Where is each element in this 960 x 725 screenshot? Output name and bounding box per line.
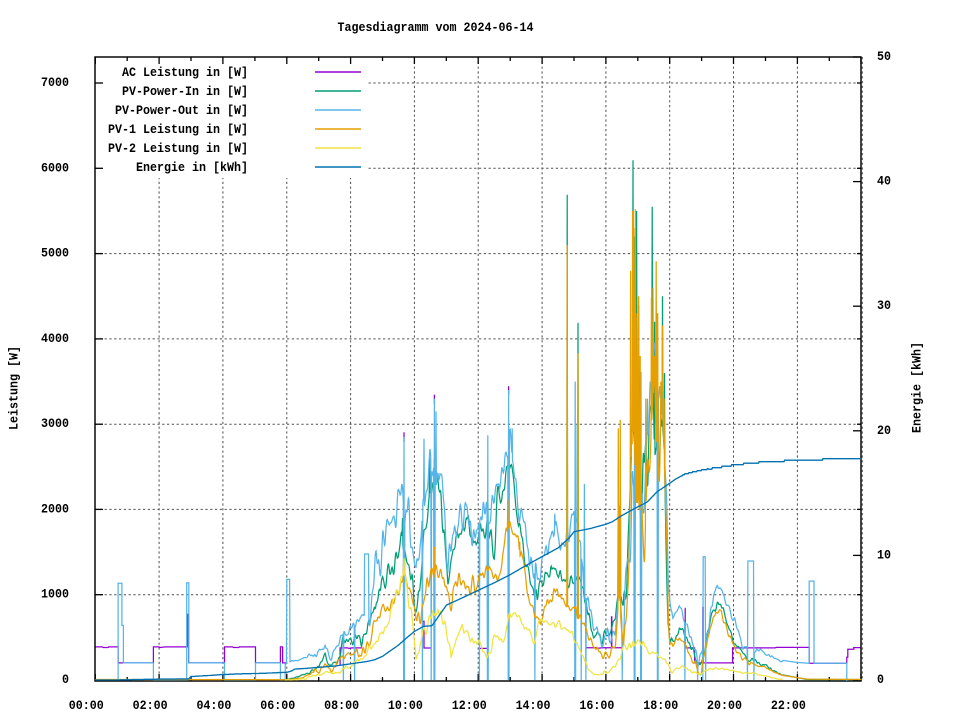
svg-text:PV-2 Leistung in [W]: PV-2 Leistung in [W] (108, 141, 248, 156)
svg-text:22:00: 22:00 (771, 698, 806, 713)
svg-text:14:00: 14:00 (516, 698, 551, 713)
svg-text:2000: 2000 (41, 501, 69, 516)
svg-text:4000: 4000 (41, 331, 69, 346)
svg-text:08:00: 08:00 (324, 698, 359, 713)
svg-text:Tagesdiagramm vom 2024-06-14: Tagesdiagramm vom 2024-06-14 (338, 20, 534, 35)
svg-text:30: 30 (877, 298, 891, 313)
svg-text:18:00: 18:00 (643, 698, 678, 713)
svg-text:06:00: 06:00 (260, 698, 295, 713)
svg-text:20: 20 (877, 423, 891, 438)
svg-text:00:00: 00:00 (69, 698, 104, 713)
svg-text:Energie in [kWh]: Energie in [kWh] (136, 160, 248, 175)
svg-text:PV-Power-Out in [W]: PV-Power-Out in [W] (115, 103, 248, 118)
svg-text:40: 40 (877, 174, 891, 189)
svg-text:0: 0 (62, 672, 69, 687)
svg-text:PV-Power-In in [W]: PV-Power-In in [W] (122, 84, 248, 99)
svg-text:0: 0 (877, 672, 884, 687)
svg-text:PV-1 Leistung in [W]: PV-1 Leistung in [W] (108, 122, 248, 137)
svg-text:6000: 6000 (41, 160, 69, 175)
svg-text:04:00: 04:00 (196, 698, 231, 713)
svg-text:10: 10 (877, 547, 891, 562)
svg-text:02:00: 02:00 (133, 698, 168, 713)
svg-text:AC Leistung in [W]: AC Leistung in [W] (122, 65, 248, 80)
svg-text:Leistung [W]: Leistung [W] (7, 346, 22, 430)
svg-text:5000: 5000 (41, 246, 69, 261)
svg-text:3000: 3000 (41, 416, 69, 431)
svg-text:16:00: 16:00 (579, 698, 614, 713)
svg-text:12:00: 12:00 (452, 698, 487, 713)
svg-text:50: 50 (877, 49, 891, 64)
svg-text:1000: 1000 (41, 587, 69, 602)
svg-text:Energie [kWh]: Energie [kWh] (910, 342, 925, 433)
svg-text:10:00: 10:00 (388, 698, 423, 713)
svg-text:20:00: 20:00 (707, 698, 742, 713)
svg-text:7000: 7000 (41, 75, 69, 90)
